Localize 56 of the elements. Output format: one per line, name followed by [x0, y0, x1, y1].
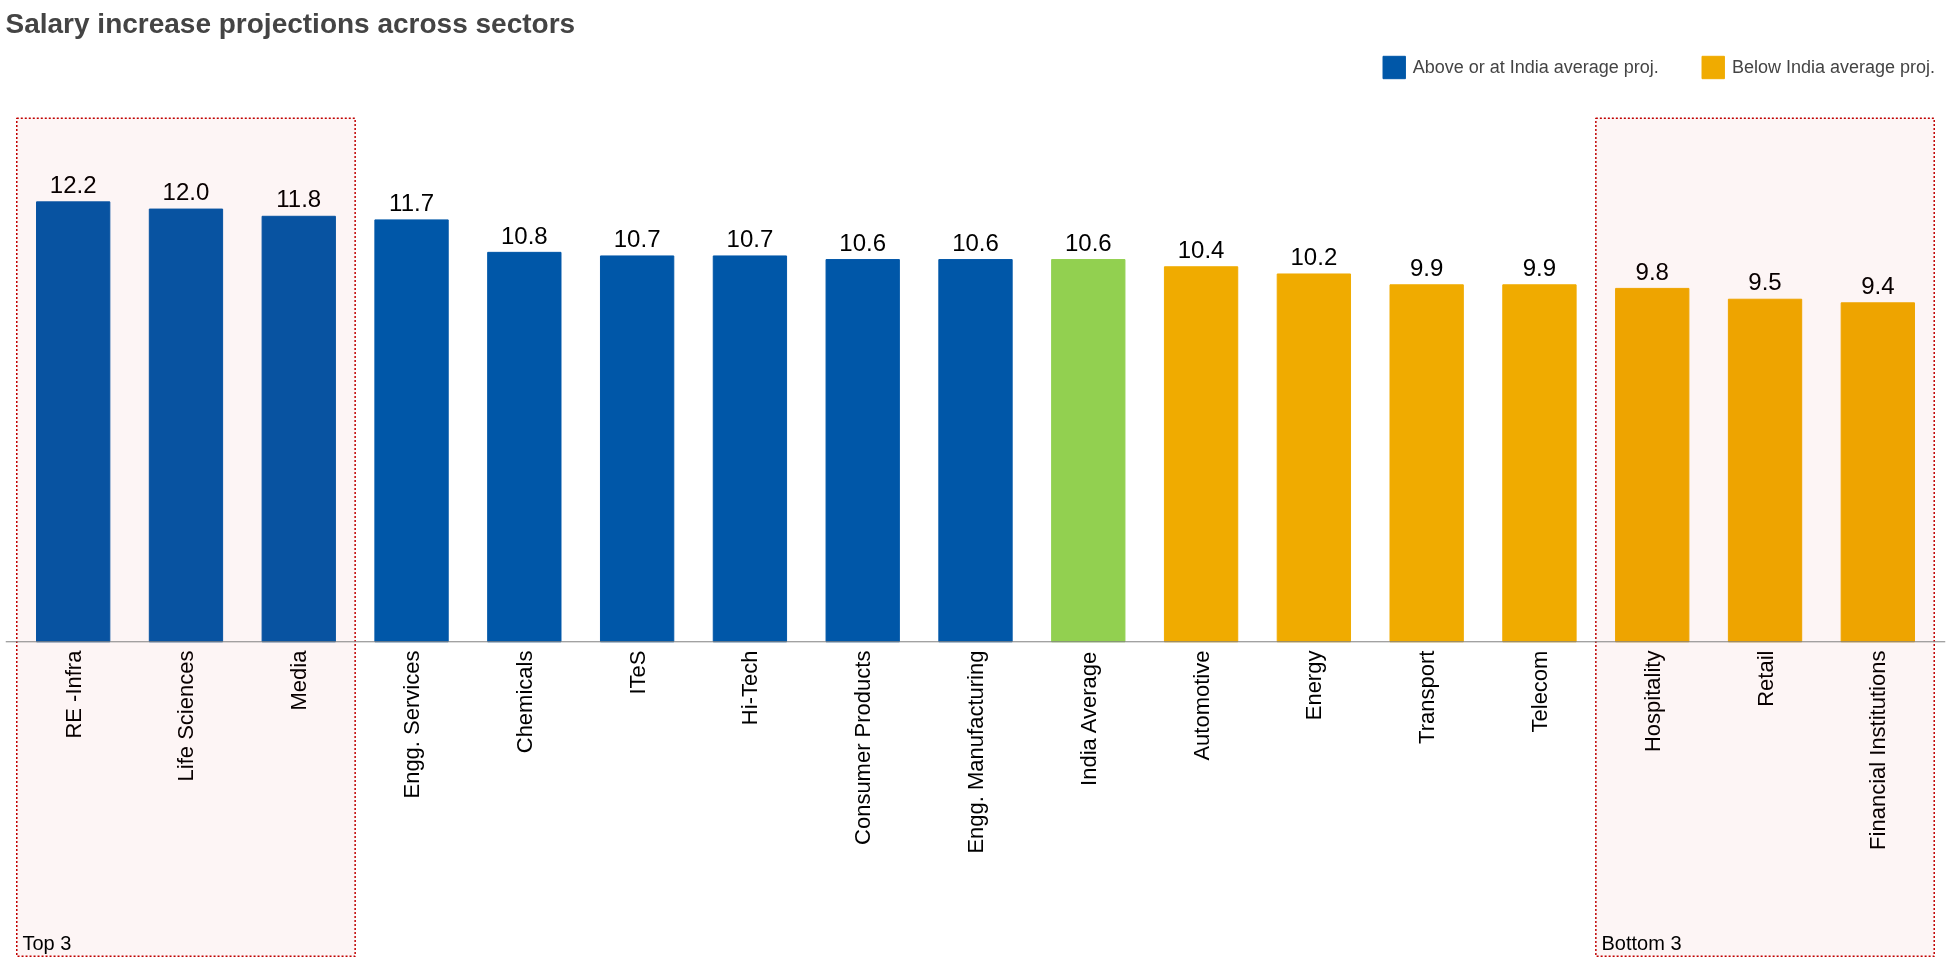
x-tick-label: Transport — [1414, 650, 1440, 744]
x-tick-label: Consumer Products — [850, 650, 876, 845]
bar — [938, 259, 1013, 643]
chart-title: Salary increase projections across sectors — [5, 7, 576, 39]
data-label: 10.6 — [952, 228, 999, 256]
x-tick-label: RE -Infra — [60, 649, 86, 739]
data-label: 10.2 — [1290, 243, 1338, 271]
data-label: 10.7 — [613, 225, 661, 253]
data-label: 9.5 — [1748, 268, 1782, 296]
data-label: 10.4 — [1177, 235, 1225, 263]
bar — [1051, 259, 1126, 643]
bar — [374, 219, 449, 643]
data-label: 12.0 — [162, 178, 210, 206]
bar — [825, 259, 900, 643]
band-label: Bottom 3 — [1601, 932, 1682, 955]
data-label: 9.4 — [1861, 272, 1895, 300]
bar — [1276, 273, 1352, 643]
data-label: 9.9 — [1409, 254, 1444, 281]
data-label: 11.7 — [389, 189, 435, 217]
bar — [599, 255, 675, 643]
x-tick-label: India Average — [1075, 651, 1101, 786]
x-tick-label: Financial Institutions — [1865, 650, 1891, 850]
bar — [1389, 284, 1464, 643]
x-tick-label: Life Sciences — [173, 650, 199, 782]
legend-label: Below India average proj. — [1731, 56, 1935, 78]
bar — [148, 208, 224, 643]
bar — [1727, 298, 1803, 643]
data-label: 10.8 — [500, 221, 548, 249]
x-tick-label: Engg. Services — [399, 650, 425, 799]
legend-label: Above or at India average proj. — [1412, 56, 1659, 78]
bar — [712, 255, 788, 643]
x-tick-label: Automotive — [1188, 650, 1214, 761]
data-label: 11.8 — [276, 185, 322, 213]
x-tick-label: Hi-Tech — [737, 650, 763, 726]
data-label: 10.6 — [839, 228, 887, 256]
x-tick-label: Engg. Manufacturing — [963, 650, 988, 854]
x-tick-label: Hospitality — [1639, 650, 1665, 753]
x-tick-label: Media — [286, 649, 312, 711]
data-label: 10.7 — [726, 225, 774, 253]
bar — [261, 215, 336, 643]
data-label: 9.9 — [1522, 254, 1557, 281]
bar — [1615, 287, 1690, 643]
bar — [36, 201, 111, 643]
bar — [1502, 284, 1577, 643]
band-label: Top 3 — [22, 932, 72, 955]
data-label: 10.6 — [1064, 228, 1112, 256]
x-tick-label: Retail — [1752, 650, 1778, 707]
bar — [1840, 302, 1915, 643]
x-tick-label: Chemicals — [511, 650, 537, 754]
bar — [1163, 266, 1239, 643]
x-tick-label: Telecom — [1526, 650, 1552, 733]
x-tick-label: Energy — [1301, 650, 1327, 721]
bar — [487, 251, 562, 643]
data-label: 9.8 — [1635, 257, 1669, 285]
x-tick-label: ITeS — [624, 650, 650, 695]
data-label: 12.2 — [49, 171, 97, 199]
